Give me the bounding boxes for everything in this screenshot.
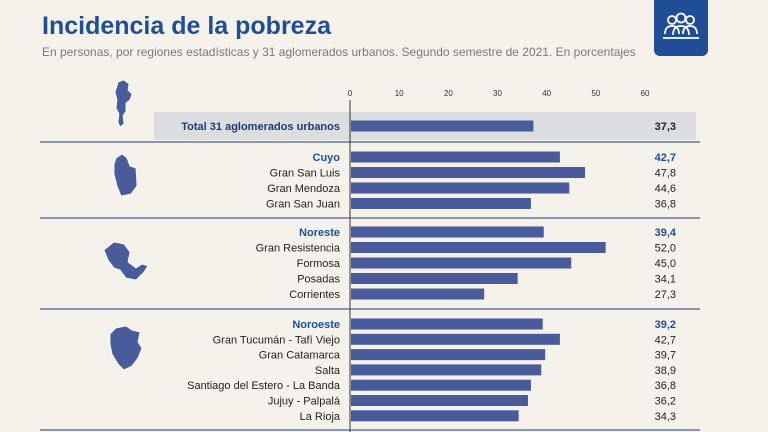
bar bbox=[351, 379, 531, 391]
bar bbox=[351, 167, 586, 178]
row-label: La Rioja bbox=[300, 411, 341, 423]
bar bbox=[351, 226, 544, 238]
row-label: Santiago del Estero - La Banda bbox=[187, 380, 341, 392]
value-label: 42,7 bbox=[655, 334, 676, 346]
tick-label: 60 bbox=[641, 89, 650, 98]
page-subtitle: En personas, por regiones estadísticas y… bbox=[42, 45, 636, 59]
bar bbox=[351, 182, 570, 194]
row-label: Corrientes bbox=[289, 289, 340, 301]
value-label: 36,8 bbox=[655, 199, 676, 211]
bar bbox=[351, 318, 543, 330]
value-label: 44,6 bbox=[655, 183, 676, 195]
noreste-region-map-icon bbox=[103, 241, 149, 281]
cuyo-region-map-icon bbox=[113, 153, 138, 197]
value-label: 34,3 bbox=[655, 411, 676, 423]
row-label: Gran Catamarca bbox=[259, 350, 341, 362]
value-label: 37,3 bbox=[655, 121, 676, 133]
tick-label: 40 bbox=[542, 89, 551, 98]
bar bbox=[351, 120, 534, 132]
value-label: 38,9 bbox=[655, 365, 676, 377]
row-label: Jujuy - Palpalá bbox=[268, 396, 341, 408]
noroeste-region-map-icon bbox=[109, 325, 143, 371]
value-label: 45,0 bbox=[655, 258, 676, 270]
value-label: 42,7 bbox=[655, 152, 676, 164]
row-label: Noreste bbox=[299, 227, 340, 239]
row-label: Posadas bbox=[297, 274, 340, 286]
page-title: Incidencia de la pobreza bbox=[42, 12, 331, 40]
row-label: Salta bbox=[315, 365, 341, 377]
row-label: Gran Resistencia bbox=[256, 243, 341, 255]
bar bbox=[351, 395, 528, 406]
row-label: Gran San Juan bbox=[266, 199, 340, 211]
bar bbox=[351, 364, 542, 376]
row-label: Cuyo bbox=[313, 152, 341, 164]
row-label: Gran Mendoza bbox=[267, 183, 341, 195]
bar bbox=[351, 198, 531, 209]
value-label: 36,2 bbox=[655, 396, 676, 408]
bar bbox=[351, 151, 560, 163]
value-label: 36,8 bbox=[655, 380, 676, 392]
tick-label: 10 bbox=[395, 89, 404, 98]
bar bbox=[351, 273, 518, 284]
argentina-map-icon bbox=[114, 79, 133, 128]
row-label: Gran San Luis bbox=[270, 168, 341, 180]
value-label: 39,4 bbox=[655, 227, 677, 239]
value-label: 47,8 bbox=[655, 168, 676, 180]
row-label: Total 31 aglomerados urbanos bbox=[181, 121, 340, 133]
value-label: 39,2 bbox=[655, 319, 676, 331]
row-label: Gran Tucumán - Tafí Viejo bbox=[213, 334, 340, 346]
people-group-icon bbox=[663, 12, 699, 39]
bar bbox=[351, 349, 546, 361]
value-label: 52,0 bbox=[655, 243, 676, 255]
bar bbox=[351, 410, 519, 422]
bar bbox=[351, 242, 606, 253]
people-badge bbox=[654, 0, 708, 56]
bar bbox=[351, 257, 572, 269]
tick-label: 20 bbox=[444, 89, 453, 98]
row-label: Formosa bbox=[297, 258, 341, 270]
value-label: 27,3 bbox=[655, 289, 676, 301]
tick-label: 30 bbox=[493, 89, 502, 98]
tick-label: 0 bbox=[348, 89, 353, 98]
tick-label: 50 bbox=[591, 89, 600, 98]
bar bbox=[351, 333, 560, 345]
value-label: 39,7 bbox=[655, 350, 676, 362]
row-label: Noroeste bbox=[292, 319, 340, 331]
value-label: 34,1 bbox=[655, 274, 676, 286]
bar bbox=[351, 288, 485, 300]
